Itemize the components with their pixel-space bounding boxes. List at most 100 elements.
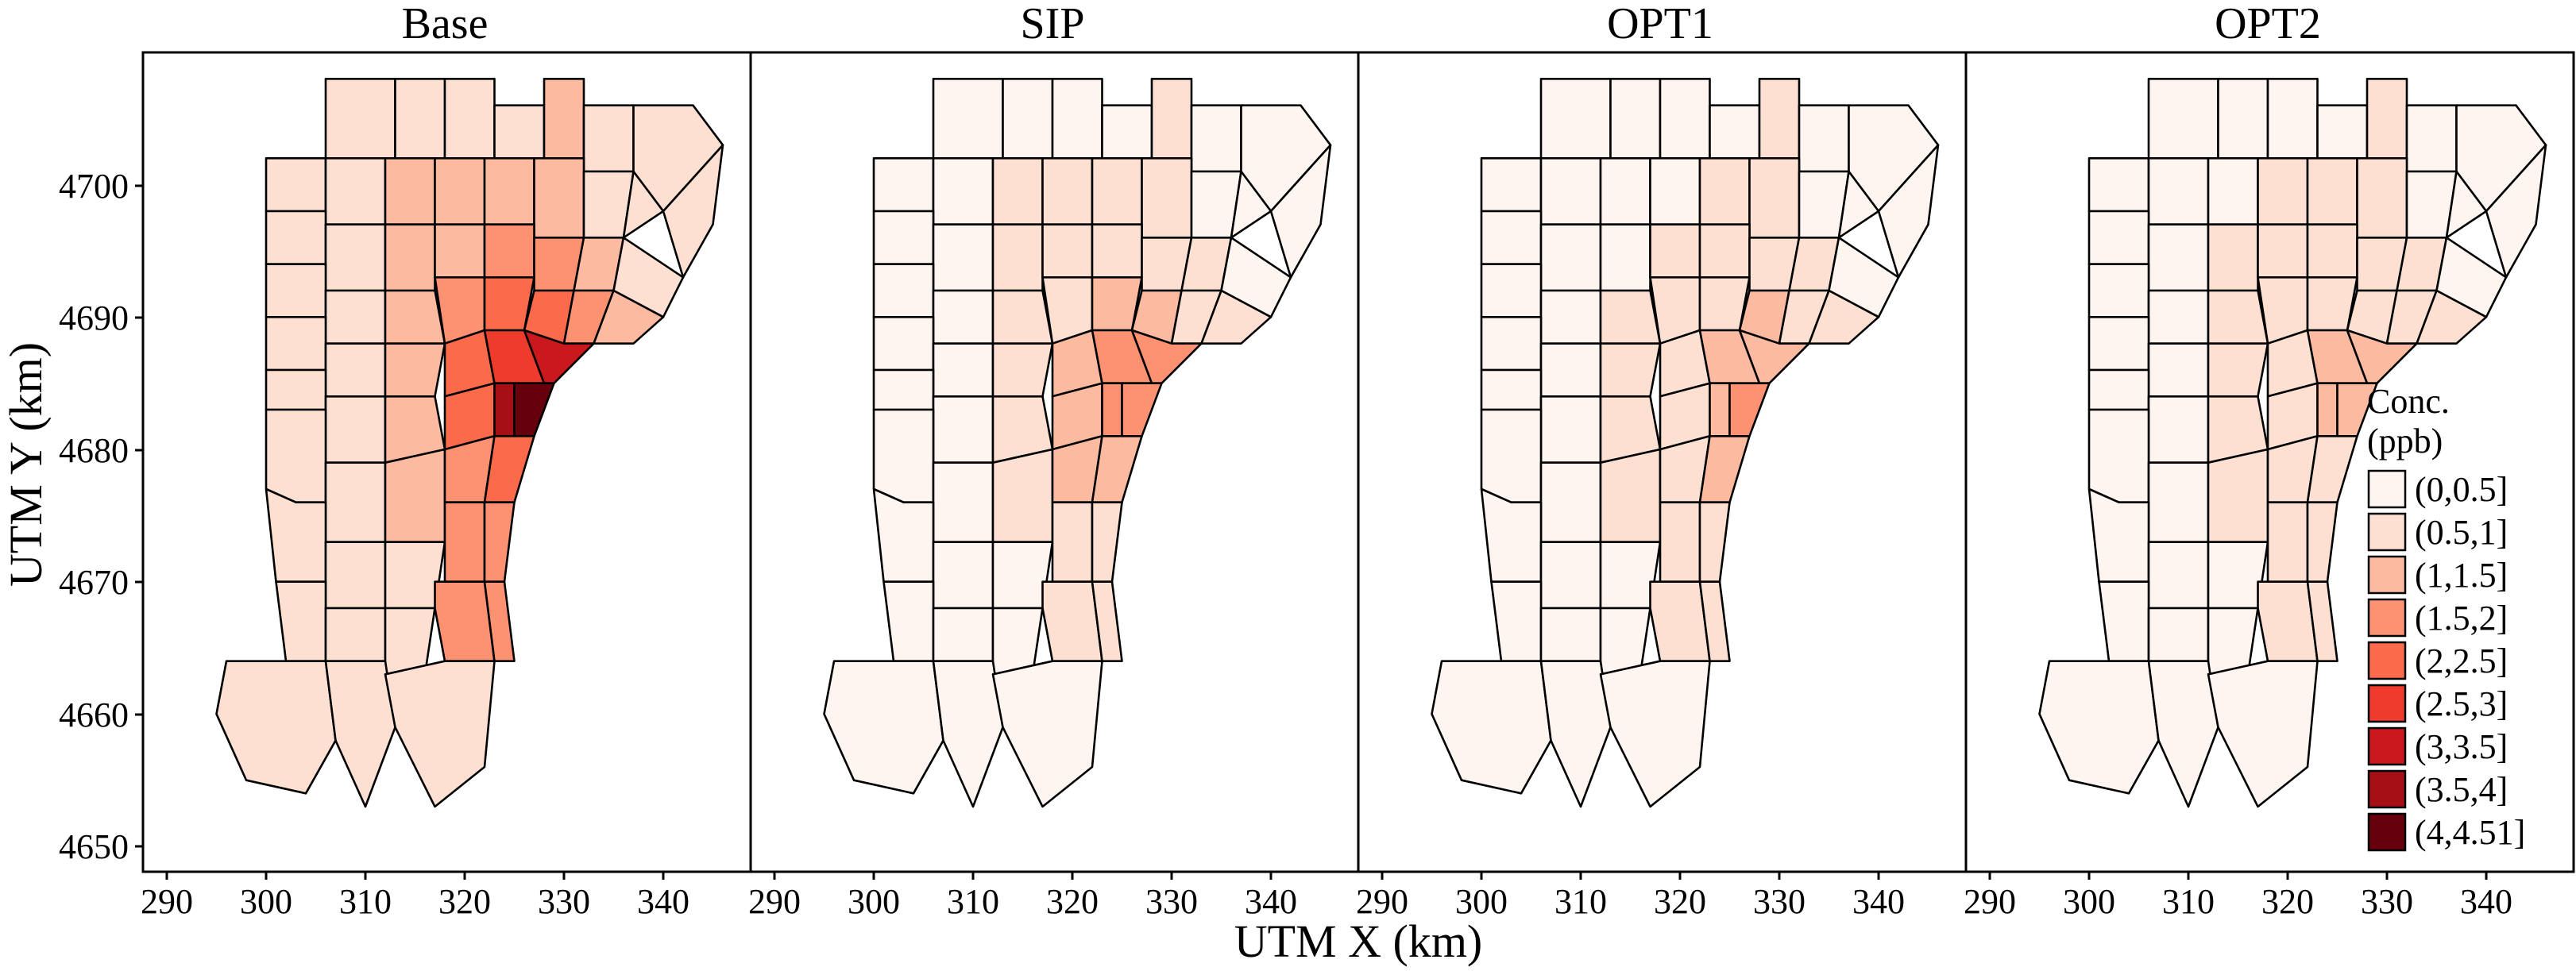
region-polygon xyxy=(1877,144,1940,279)
region-polygon xyxy=(324,461,387,544)
y-axis-title: UTM Y (km) xyxy=(0,342,52,587)
panel-opt1 xyxy=(1357,51,1968,873)
region-polygon xyxy=(882,580,935,663)
region-polygon xyxy=(2087,368,2150,411)
region-polygon xyxy=(2336,382,2378,437)
region-polygon xyxy=(1101,382,1123,437)
region-polygon xyxy=(1480,487,1543,584)
y-tick-label: 4650 xyxy=(59,827,129,866)
region-polygon xyxy=(1490,580,1543,663)
x-tick-label: 320 xyxy=(438,882,491,921)
legend-label-3: (1.5,2] xyxy=(2415,599,2508,638)
region-polygon xyxy=(2316,104,2369,160)
region-polygon xyxy=(2207,448,2269,544)
region-polygon xyxy=(582,104,635,173)
region-polygon xyxy=(1659,501,1701,584)
region-polygon xyxy=(1698,223,1751,279)
region-polygon xyxy=(2147,461,2210,544)
panel-base xyxy=(141,51,752,873)
region-polygon xyxy=(324,289,387,345)
x-axis-opt2: 290 300 310 320 330 340 xyxy=(1964,872,2512,921)
region-polygon xyxy=(2405,104,2458,173)
region-polygon xyxy=(1141,157,1193,239)
region-polygon xyxy=(1539,289,1602,345)
region-polygon xyxy=(1599,342,1662,398)
legend-label-7: (3.5,4] xyxy=(2415,770,2508,809)
x-axis-sip: 290 300 310 320 330 340 xyxy=(748,872,1297,921)
region-polygon xyxy=(1091,434,1143,504)
region-polygon xyxy=(443,78,496,160)
region-polygon xyxy=(1230,170,1273,239)
region-polygon xyxy=(1091,223,1143,279)
region-polygon xyxy=(384,289,446,345)
legend-key-1 xyxy=(2367,512,2407,552)
region-polygon xyxy=(1539,223,1602,292)
region-polygon xyxy=(1709,104,1761,160)
x-tick-label: 300 xyxy=(1455,882,1508,921)
panel-title-opt2: OPT2 xyxy=(2215,0,2321,48)
region-polygon xyxy=(872,408,935,504)
region-polygon xyxy=(483,223,535,279)
region-polygon xyxy=(932,342,994,398)
region-polygon xyxy=(1051,78,1103,160)
region-polygon xyxy=(1698,434,1751,504)
region-polygon xyxy=(1698,501,1731,584)
region-polygon xyxy=(2147,395,2210,464)
region-polygon xyxy=(215,660,337,795)
region-polygon xyxy=(265,487,327,584)
region-polygon xyxy=(2316,382,2338,437)
y-axis: 4650 4660 4670 4680 4690 4700 xyxy=(59,167,143,866)
x-axis-opt1: 290 300 310 320 330 340 xyxy=(1356,872,1905,921)
region-polygon xyxy=(932,541,994,610)
region-polygon xyxy=(932,289,994,345)
region-polygon xyxy=(1101,104,1153,160)
legend-key-2 xyxy=(2367,555,2407,595)
x-tick-label: 340 xyxy=(1245,882,1297,921)
x-tick-label: 290 xyxy=(141,882,193,921)
panel-opt2 xyxy=(1964,51,2575,873)
region-polygon xyxy=(2147,607,2210,663)
legend-key-4 xyxy=(2367,641,2407,680)
region-polygon xyxy=(533,157,585,239)
region-polygon xyxy=(2147,660,2219,808)
region-polygon xyxy=(823,660,944,795)
legend-key-5 xyxy=(2367,684,2407,723)
region-polygon xyxy=(2257,223,2309,279)
region-polygon xyxy=(1837,170,1880,239)
region-polygon xyxy=(1599,157,1651,226)
region-polygon xyxy=(622,170,665,239)
x-axis-base: 290 300 310 320 330 340 xyxy=(141,872,689,921)
region-polygon xyxy=(2217,78,2269,160)
region-polygon xyxy=(991,289,1054,345)
region-polygon xyxy=(932,78,1004,160)
x-tick-label: 340 xyxy=(1852,882,1905,921)
region-polygon xyxy=(1659,78,1711,160)
x-tick-label: 330 xyxy=(538,882,590,921)
region-polygon xyxy=(932,395,994,464)
region-polygon xyxy=(1748,157,1801,239)
region-polygon xyxy=(2038,660,2160,795)
region-polygon xyxy=(513,382,555,437)
panel-title-base: Base xyxy=(402,0,489,48)
region-polygon xyxy=(1539,607,1602,663)
region-polygon xyxy=(593,289,665,345)
region-polygon xyxy=(1091,157,1143,226)
y-tick-label: 4700 xyxy=(59,167,129,206)
region-polygon xyxy=(932,223,994,292)
x-tick-label: 300 xyxy=(240,882,292,921)
region-polygon xyxy=(523,329,595,385)
x-tick-label: 290 xyxy=(1356,882,1408,921)
region-polygon xyxy=(384,660,496,808)
region-polygon xyxy=(872,487,935,584)
panel-title-sip: SIP xyxy=(1021,0,1085,48)
legend-label-1: (0.5,1] xyxy=(2415,513,2508,552)
region-polygon xyxy=(2366,78,2408,160)
region-polygon xyxy=(1480,408,1543,504)
region-polygon xyxy=(991,223,1044,292)
region-polygon xyxy=(265,408,327,504)
region-polygon xyxy=(1130,329,1203,385)
legend-label-6: (3,3.5] xyxy=(2415,727,2508,766)
panel-sip xyxy=(749,51,1360,873)
region-polygon xyxy=(1758,78,1801,160)
